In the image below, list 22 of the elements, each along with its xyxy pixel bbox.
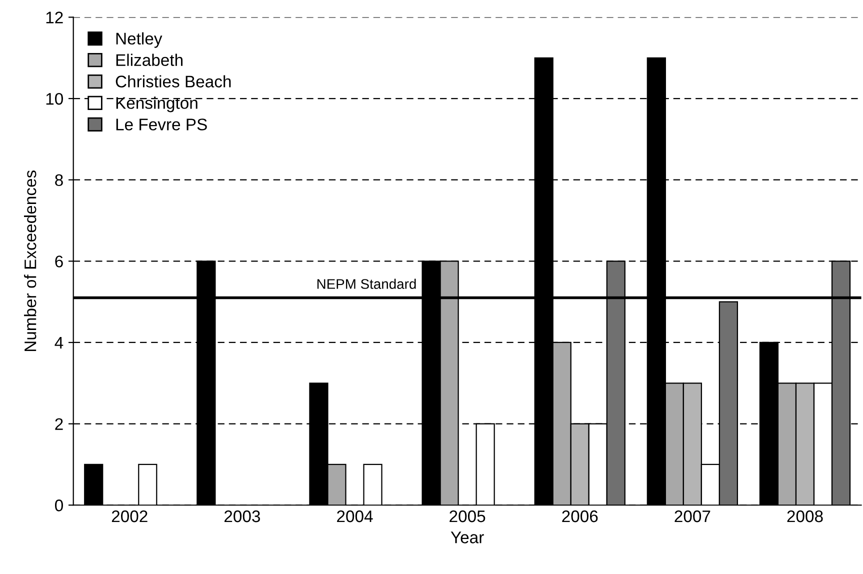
x-tick-label: 2002 bbox=[112, 510, 148, 522]
legend-label: Christies Beach bbox=[116, 75, 231, 88]
y-tick-label: 10 bbox=[46, 92, 63, 105]
x-tick-label: 2007 bbox=[674, 510, 710, 522]
x-tick-label: 2008 bbox=[787, 510, 823, 522]
x-axis-title: Year bbox=[450, 532, 484, 544]
x-tick-label: 2005 bbox=[450, 510, 486, 522]
legend-label: Netley bbox=[116, 32, 162, 48]
x-tick-label: 2006 bbox=[562, 510, 598, 522]
ref-line-label: NEPM Standard bbox=[317, 278, 416, 289]
legend-label: Kensington bbox=[116, 96, 198, 112]
y-tick-label: 0 bbox=[55, 500, 63, 512]
y-tick-label: 6 bbox=[55, 256, 63, 268]
y-tick-label: 4 bbox=[54, 337, 64, 349]
y-tick-label: 2 bbox=[55, 418, 63, 430]
y-tick-label: 12 bbox=[46, 12, 63, 24]
legend-label: Le Fevre PS bbox=[116, 118, 207, 130]
x-tick-label: 2004 bbox=[337, 510, 373, 522]
x-tick-label: 2003 bbox=[224, 510, 260, 522]
legend-label: Elizabeth bbox=[116, 54, 183, 66]
y-axis-title: Number of Exceedences bbox=[24, 170, 36, 352]
y-tick-label: 8 bbox=[55, 174, 63, 186]
